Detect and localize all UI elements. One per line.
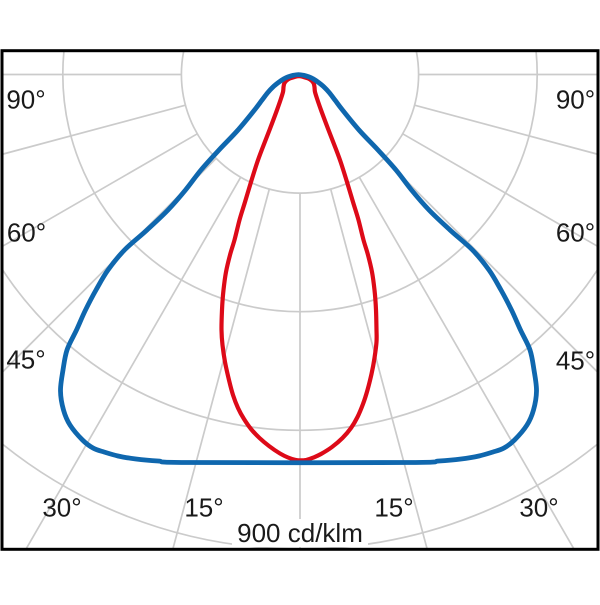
svg-text:45°: 45°: [6, 344, 45, 374]
svg-text:30°: 30°: [42, 492, 81, 522]
svg-text:15°: 15°: [184, 492, 223, 522]
svg-text:60°: 60°: [556, 217, 595, 247]
svg-text:900 cd/klm: 900 cd/klm: [237, 518, 363, 548]
svg-text:30°: 30°: [519, 492, 558, 522]
svg-text:90°: 90°: [556, 84, 595, 114]
svg-text:45°: 45°: [556, 345, 595, 375]
svg-text:60°: 60°: [7, 217, 46, 247]
svg-text:15°: 15°: [374, 492, 413, 522]
svg-text:90°: 90°: [6, 84, 45, 114]
